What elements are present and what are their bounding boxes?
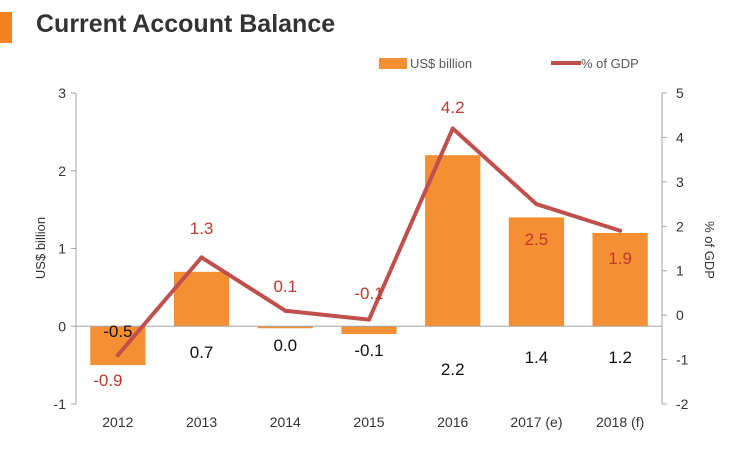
x-tick-label: 2013 [186,414,217,430]
line-point [367,317,371,322]
line-point [115,353,120,358]
legend-bar-label: US$ billion [410,56,472,71]
line-data-label: 1.3 [190,219,214,238]
x-tick-label: 2017 (e) [510,414,562,430]
legend-bar-swatch [379,58,407,69]
line-data-label: 4.2 [441,98,465,117]
bar-data-label: 1.2 [608,348,632,367]
y2-tick-label: -2 [676,396,689,412]
y2-tick-label: 2 [676,218,684,234]
y-tick-label: -1 [54,396,67,412]
line-point [534,202,539,207]
line-point [199,255,204,260]
x-tick-label: 2014 [270,414,301,430]
line-point [450,126,455,131]
y2-tick-label: -1 [676,352,689,368]
bar-data-label: 0.7 [190,343,214,362]
line-data-label: 1.9 [608,249,632,268]
x-tick-label: 2015 [353,414,384,430]
bar-data-label: 2.2 [441,360,465,379]
y-tick-label: 0 [58,318,66,334]
x-tick-label: 2016 [437,414,468,430]
bar [257,326,313,329]
bar [341,326,397,335]
y2-tick-label: 1 [676,263,684,279]
bar-data-label: 0.0 [273,336,297,355]
y2-tick-label: 4 [676,129,684,145]
bar [508,217,565,327]
title-accent-bar [0,12,12,43]
line-point [618,228,623,233]
y-tick-label: 3 [58,85,66,101]
line-point [283,308,288,313]
bar [425,155,481,327]
bar [592,232,648,327]
line-data-label: -0.9 [93,371,122,390]
y2-axis-label: % of GDP [702,221,717,279]
legend: US$ billion % of GDP [379,56,639,71]
y-tick-label: 2 [58,163,66,179]
y-tick-label: 1 [58,241,66,257]
y-axis-label: US$ billion [33,217,48,279]
line-data-label: -0.1 [354,284,383,303]
y2-tick-label: 3 [676,174,684,190]
x-tick-label: 2012 [102,414,133,430]
line-data-label: 2.5 [525,230,549,249]
chart-title: Current Account Balance [36,10,336,38]
x-tick-label: 2018 (f) [596,414,644,430]
bar-data-label: 1.4 [525,348,549,367]
y2-tick-label: 0 [676,307,684,323]
line-data-label: 0.1 [273,277,297,296]
bar-data-label: -0.1 [354,341,383,360]
legend-line-label: % of GDP [581,56,639,71]
bar-data-label: -0.5 [103,322,132,341]
y2-tick-label: 5 [676,85,684,101]
plot: -1 0 1 2 3 -2 -1 0 1 2 3 4 5 2012 2013 2014 2015 2016 2017… [54,85,689,430]
